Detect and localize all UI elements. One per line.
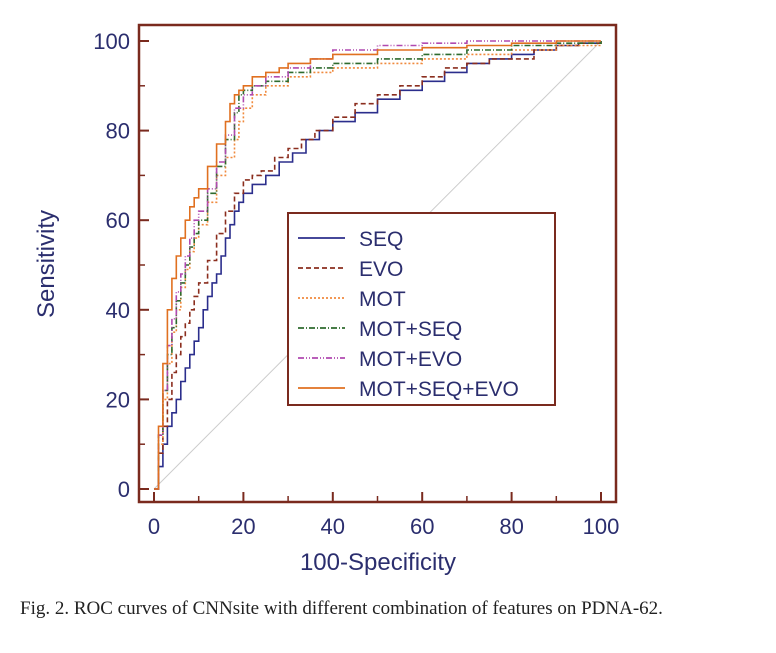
legend-label-mot-seq: MOT+SEQ [359, 318, 462, 341]
x-tick-label: 80 [499, 514, 523, 539]
series-line-seq [154, 41, 602, 490]
y-tick-label: 40 [106, 298, 130, 323]
y-tick-label: 60 [106, 208, 130, 233]
legend-box [287, 212, 556, 406]
x-tick-label: 40 [321, 514, 345, 539]
x-axis-label: 100-Specificity [300, 549, 456, 576]
legend: SEQ EVO MOT MOT+SEQ MOT+EVO MOT+SEQ+EVO [287, 212, 556, 406]
legend-label-seq: SEQ [359, 228, 403, 251]
y-tick-label: 80 [106, 119, 130, 144]
legend-label-mot-evo: MOT+EVO [359, 348, 462, 371]
x-tick-label: 100 [583, 514, 620, 539]
figure-caption: Fig. 2. ROC curves of CNNsite with diffe… [20, 598, 663, 619]
y-axis-label: Sensitivity [33, 210, 60, 318]
x-tick-label: 20 [231, 514, 255, 539]
y-tick-label: 100 [93, 29, 130, 54]
x-tick-label: 0 [148, 514, 160, 539]
series-line-mot-seq [154, 41, 602, 490]
series-line-evo [154, 41, 602, 490]
x-tick-label: 60 [410, 514, 434, 539]
legend-label-evo: EVO [359, 258, 403, 281]
legend-label-mot: MOT [359, 288, 406, 311]
series-line-mot [154, 41, 602, 490]
legend-label-mot-seq-evo: MOT+SEQ+EVO [359, 378, 519, 401]
series-line-mot-seq-evo [154, 40, 601, 490]
y-tick-label: 0 [118, 477, 130, 502]
y-tick-label: 20 [106, 387, 130, 412]
